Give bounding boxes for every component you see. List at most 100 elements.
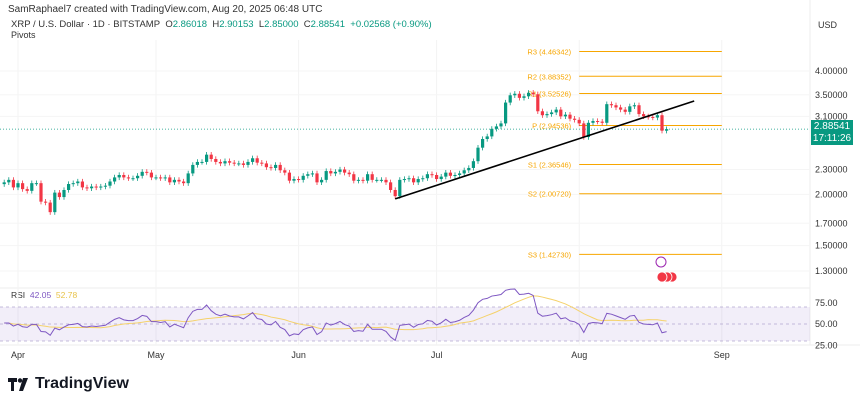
candle xyxy=(563,112,567,120)
y-tick-label: 1.70000 xyxy=(815,218,848,228)
candle-body xyxy=(126,177,130,179)
candle xyxy=(274,162,278,171)
candle-body xyxy=(425,174,429,179)
candle-body xyxy=(283,170,287,173)
rsi-ma-value: 52.78 xyxy=(55,290,78,300)
candle xyxy=(471,158,475,171)
candle xyxy=(554,106,558,116)
pivot-label-S1: S1 (2.36546) xyxy=(528,161,572,170)
candle xyxy=(186,170,190,186)
candle-body xyxy=(223,161,227,164)
candle xyxy=(278,162,282,173)
candle-body xyxy=(274,164,278,168)
candle-body xyxy=(94,186,98,188)
candle-body xyxy=(62,189,66,198)
candle-body xyxy=(30,183,34,191)
candle xyxy=(361,177,365,184)
candle-body xyxy=(269,167,273,169)
candle-body xyxy=(255,158,259,163)
candle xyxy=(485,133,489,142)
candle xyxy=(467,165,471,173)
tradingview-logo[interactable]: TradingView xyxy=(8,375,129,393)
candle xyxy=(508,92,512,106)
symbol-legend: XRP / U.S. Dollar · 1D · BITSTAMP O2.860… xyxy=(11,19,432,30)
candle-body xyxy=(398,179,402,197)
candle xyxy=(113,174,117,185)
candle-body xyxy=(149,172,153,178)
candle-body xyxy=(163,177,167,179)
candle-body xyxy=(67,184,71,190)
candle-body xyxy=(205,154,209,162)
currency-label: USD xyxy=(818,20,838,30)
indicator-pivots-label[interactable]: Pivots xyxy=(11,30,36,40)
candle xyxy=(168,174,172,186)
candle xyxy=(149,169,153,181)
candle-body xyxy=(540,111,544,116)
candle xyxy=(310,170,314,177)
candle xyxy=(389,179,393,193)
candle-body xyxy=(435,175,439,180)
candle xyxy=(384,177,388,186)
candle xyxy=(352,171,356,184)
candle xyxy=(430,171,434,178)
candle-body xyxy=(214,158,218,162)
trendline xyxy=(394,100,695,200)
candle-body xyxy=(177,179,181,182)
candle-body xyxy=(356,179,360,181)
candle xyxy=(182,178,186,186)
candle-body xyxy=(209,154,213,159)
candle xyxy=(614,102,618,111)
event-icon xyxy=(655,256,667,268)
low-value: 2.85000 xyxy=(264,19,299,30)
candle-body xyxy=(375,179,379,181)
last-price: 2.88541 xyxy=(813,121,851,132)
candle xyxy=(356,177,360,184)
rsi-tick-label: 75.00 xyxy=(815,298,838,308)
candle-body xyxy=(563,114,567,117)
candle xyxy=(402,176,406,183)
candle-body xyxy=(421,178,425,180)
candle-body xyxy=(44,201,48,203)
candle-body xyxy=(191,164,195,174)
candle xyxy=(292,176,296,184)
candle-body xyxy=(159,177,163,179)
candle xyxy=(536,91,540,114)
candle xyxy=(605,101,609,126)
candle xyxy=(25,186,29,194)
candle-body xyxy=(651,116,655,118)
candle xyxy=(237,160,241,167)
x-tick-label: Aug xyxy=(571,350,587,360)
candle-body xyxy=(292,179,296,181)
candle xyxy=(154,174,158,181)
candle-body xyxy=(439,176,443,180)
candle xyxy=(591,118,595,126)
candle xyxy=(421,175,425,182)
pivot-label-P: P (2.94536) xyxy=(532,121,572,130)
candle-body xyxy=(499,123,503,127)
candle-body xyxy=(7,179,11,183)
candle xyxy=(57,189,61,200)
rsi-tick-label: 25.00 xyxy=(815,340,838,350)
pivot-label-R2: R2 (3.88352) xyxy=(527,72,571,81)
candle-body xyxy=(287,172,291,181)
candle-body xyxy=(481,138,485,148)
candle-body xyxy=(352,174,356,181)
candle xyxy=(2,179,6,187)
candle-body xyxy=(559,109,563,117)
y-tick-label: 1.50000 xyxy=(815,241,848,251)
candle xyxy=(126,174,130,181)
candle xyxy=(117,172,121,181)
candle xyxy=(573,116,577,123)
candle xyxy=(338,166,342,175)
candle xyxy=(517,91,521,101)
candle xyxy=(494,123,498,132)
candle-body xyxy=(145,171,149,173)
candle-body xyxy=(71,183,75,185)
candle-body xyxy=(389,182,393,190)
candle-body xyxy=(531,92,535,95)
candle xyxy=(67,181,71,193)
candle-body xyxy=(614,105,618,108)
candle-body xyxy=(513,93,517,96)
candle xyxy=(481,136,485,151)
